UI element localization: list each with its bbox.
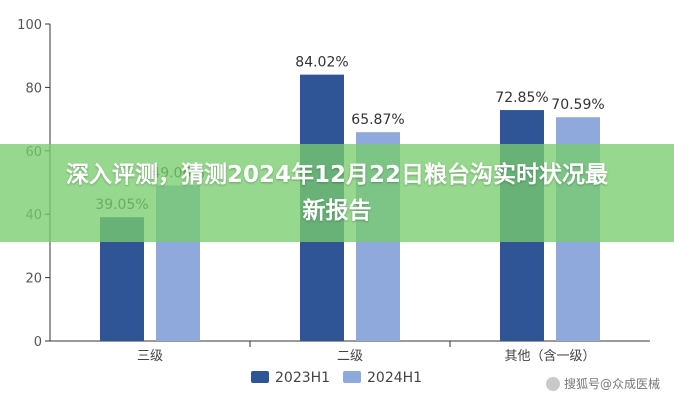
x-category-label: 其他（含一级） (504, 348, 595, 364)
x-category-label: 二级 (337, 349, 363, 364)
y-tick-label: 80 (25, 81, 42, 96)
bar-value-label: 70.59% (551, 97, 604, 113)
legend-label-2024H1: 2024H1 (367, 370, 422, 386)
sohu-logo-icon (545, 376, 560, 391)
watermark-text: 搜狐号@众成医械 (563, 377, 660, 391)
legend-label-2023H1: 2023H1 (275, 370, 330, 386)
title-banner: 深入评测，猜测2024年12月22日粮台沟实时状况最新报告 (0, 144, 674, 242)
legend-swatch-2024H1 (343, 371, 361, 383)
bar-value-label: 72.85% (495, 90, 548, 106)
legend-swatch-2023H1 (251, 371, 269, 383)
bar-value-label: 65.87% (351, 112, 404, 128)
bar-value-label: 84.02% (295, 55, 348, 71)
watermark: 搜狐号@众成医械 (545, 375, 660, 392)
y-tick-label: 100 (17, 18, 42, 33)
x-category-label: 三级 (137, 349, 163, 364)
chart-legend: 2023H1 2024H1 (251, 370, 422, 386)
banner-title: 深入评测，猜测2024年12月22日粮台沟实时状况最新报告 (65, 162, 609, 224)
y-tick-label: 0 (34, 335, 42, 350)
y-tick-label: 20 (25, 272, 42, 287)
